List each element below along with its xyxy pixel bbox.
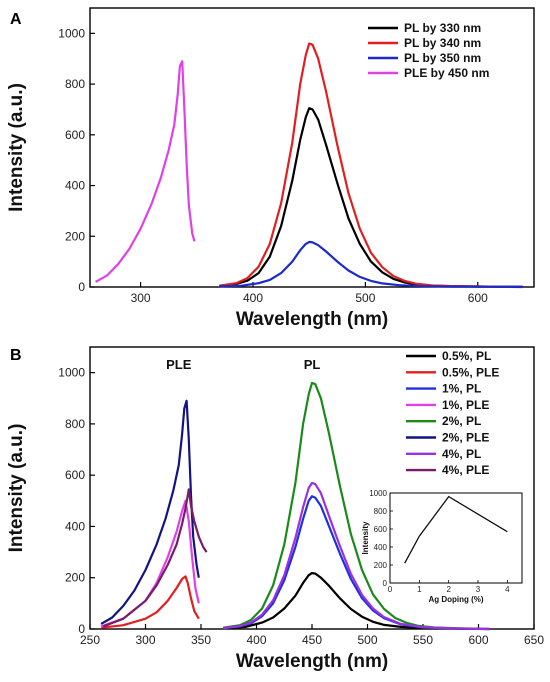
- x-tick-label: 250: [80, 633, 100, 647]
- panel-b-annotations: PLE PL: [166, 357, 320, 372]
- legend-label: 4%, PLE: [442, 463, 489, 477]
- panel-b-y-axis-label: Intensity (a.u.): [6, 424, 27, 553]
- series-line-2: [219, 240, 523, 289]
- x-tick-label: 500: [355, 291, 375, 305]
- legend-label: 0.5%, PLE: [442, 365, 499, 379]
- panel-b-x-axis-label: Wavelength (nm): [236, 651, 388, 672]
- annotation-label: PL: [304, 357, 321, 372]
- panel-b-label: B: [10, 347, 22, 364]
- x-tick-label: 600: [468, 291, 488, 305]
- x-tick-label: 350: [191, 633, 211, 647]
- inset-y-tick-label: 1000: [369, 489, 387, 498]
- inset-x-tick-label: 4: [505, 585, 510, 594]
- y-tick-label: 1000: [58, 366, 85, 380]
- inset-y-tick-label: 600: [374, 525, 388, 534]
- series-line-0: [219, 107, 523, 288]
- series-line-7: [102, 488, 208, 628]
- panel-a-y-axis-label: Intensity (a.u.): [6, 83, 27, 212]
- legend-label: 2%, PLE: [442, 431, 489, 445]
- y-tick-label: 0: [78, 280, 85, 294]
- inset-y-tick-label: 400: [374, 543, 388, 552]
- y-tick-label: 600: [65, 468, 85, 482]
- x-tick-label: 550: [413, 633, 433, 647]
- panel-b-inset-chart: 0 1 2 3 4 0 200 400 600 800 1000 Ag Doping (%) Inten…: [361, 489, 523, 604]
- legend-label: PL by 340 nm: [404, 36, 481, 50]
- panel-a-ticks: 300 400 500 600 0 200 400 600 800 1000: [58, 26, 488, 305]
- x-tick-label: 300: [131, 291, 151, 305]
- y-tick-label: 800: [65, 417, 85, 431]
- legend-label: 2%, PL: [442, 414, 481, 428]
- x-tick-label: 500: [357, 633, 377, 647]
- y-tick-label: 0: [78, 622, 85, 636]
- inset-y-tick-label: 800: [374, 507, 388, 516]
- inset-y-axis-label: Intensity: [361, 521, 370, 554]
- x-tick-label: 400: [246, 633, 266, 647]
- panel-b-chart: B 250 300 350 400 450 500 550 600 65002004006008…: [6, 346, 544, 672]
- inset-x-axis-label: Ag Doping (%): [428, 595, 483, 604]
- legend-label: PL by 330 nm: [404, 21, 481, 35]
- inset-x-tick-label: 0: [388, 585, 393, 594]
- panel-a-plot-frame: [89, 7, 535, 288]
- y-tick-label: 1000: [58, 26, 85, 40]
- inset-frame: [389, 492, 523, 584]
- series-line-3: [95, 60, 196, 283]
- x-tick-label: 400: [243, 291, 263, 305]
- y-tick-label: 600: [65, 128, 85, 142]
- legend-label: 4%, PL: [442, 447, 481, 461]
- series-line-6: [223, 481, 490, 631]
- x-tick-label: 600: [468, 633, 488, 647]
- x-tick-label: 650: [524, 633, 544, 647]
- legend-label: PL by 350 nm: [404, 51, 481, 65]
- panel-b-legend: 0.5%, PL 0.5%, PLE 1%, PL 1%, PLE 2%, PL 2%, …: [406, 349, 499, 477]
- legend-label: 1%, PL: [442, 382, 481, 396]
- y-tick-label: 400: [65, 179, 85, 193]
- inset-x-tick-label: 2: [446, 585, 451, 594]
- panel-b-series-lines: [100, 381, 490, 631]
- inset-y-tick-label: 200: [374, 561, 388, 570]
- series-line-4: [223, 381, 479, 630]
- legend-label: 1%, PLE: [442, 398, 489, 412]
- legend-label: PLE by 450 nm: [404, 66, 489, 80]
- y-tick-label: 400: [65, 519, 85, 533]
- inset-y-tick-label: 0: [383, 579, 388, 588]
- panel-a-chart: A 300 400 500 600 0 200 400 600 800 1000 PL by 33…: [6, 7, 535, 330]
- x-tick-label: 450: [302, 633, 322, 647]
- series-line-1: [100, 575, 200, 629]
- y-tick-label: 800: [65, 77, 85, 91]
- inset-series-line: [404, 495, 508, 564]
- annotation-label: PLE: [166, 357, 192, 372]
- series-line-0: [223, 572, 490, 631]
- legend-label: 0.5%, PL: [442, 349, 491, 363]
- inset-x-tick-label: 3: [476, 585, 481, 594]
- y-tick-label: 200: [65, 229, 85, 243]
- y-tick-label: 200: [65, 571, 85, 585]
- panel-a-series-lines: [95, 42, 523, 289]
- inset-x-tick-label: 1: [417, 585, 422, 594]
- panel-a-label: A: [10, 11, 22, 28]
- panel-a-x-axis-label: Wavelength (nm): [236, 309, 388, 330]
- x-tick-label: 300: [135, 633, 155, 647]
- series-line-1: [219, 42, 523, 288]
- panel-b-ticks: 250 300 350 400 450 500 550 600 6500200400600800…: [58, 366, 544, 647]
